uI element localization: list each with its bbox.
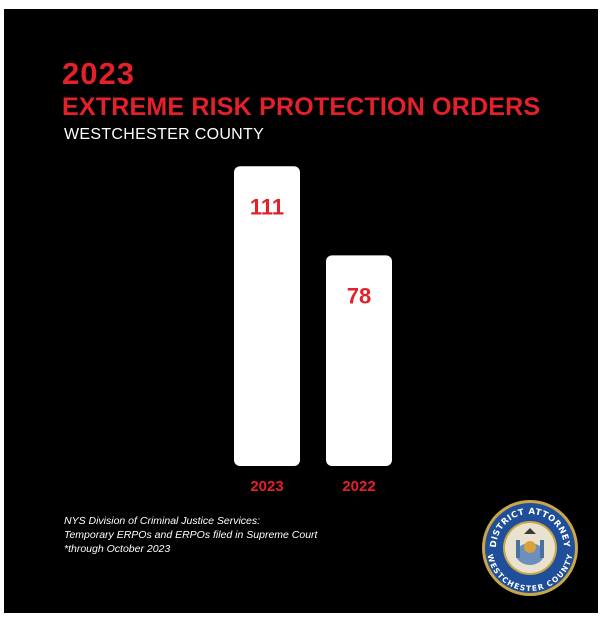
bar-2023 — [234, 166, 300, 467]
source-line-1: NYS Division of Criminal Justice Service… — [64, 515, 261, 527]
source-line-3: *through October 2023 — [64, 543, 171, 555]
category-label-2023: 2023 — [250, 478, 283, 495]
data-label-2023: 111 — [250, 194, 284, 219]
chart-title: EXTREME RISK PROTECTION ORDERS — [62, 93, 541, 121]
category-label-2022: 2022 — [342, 478, 375, 495]
source-line-2: Temporary ERPOs and ERPOs filed in Supre… — [64, 529, 318, 541]
data-label-2022: 78 — [347, 283, 371, 308]
chart-subtitle: WESTCHESTER COUNTY — [64, 126, 265, 143]
district-attorney-seal-icon: DISTRICT ATTORNEY WESTCHESTER COUNTY — [482, 500, 578, 596]
year-title: 2023 — [62, 56, 135, 91]
source-note: NYS Division of Criminal Justice Service… — [64, 514, 317, 556]
bar-2022 — [326, 255, 392, 466]
